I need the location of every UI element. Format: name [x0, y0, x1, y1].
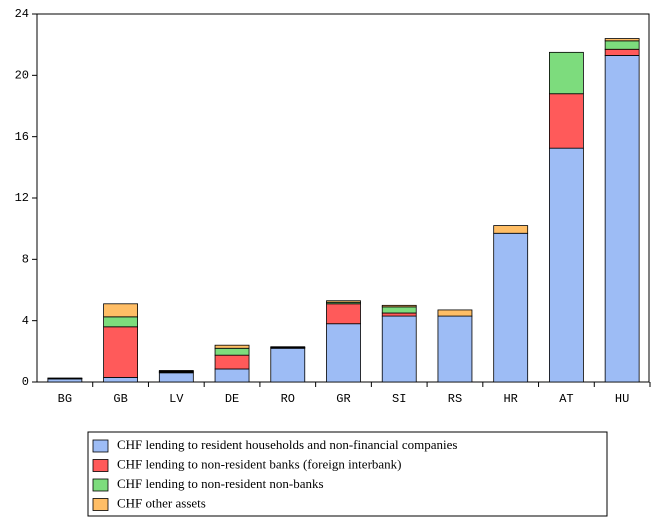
y-tick-label: 4: [22, 314, 29, 328]
bar-segment: [604, 38, 640, 42]
x-tick-label: HR: [503, 392, 517, 406]
bar-segment: [270, 347, 306, 383]
bar-segment: [214, 344, 250, 349]
y-tick-label: 8: [22, 253, 29, 267]
bar-segment: [326, 303, 361, 325]
bar-segment: [158, 372, 194, 383]
y-tick-label: 24: [15, 7, 29, 21]
bar-segment: [158, 370, 194, 372]
bar-segment: [604, 55, 640, 383]
legend-swatch: [92, 439, 109, 453]
bar-segment: [214, 368, 250, 383]
bar-segment: [493, 232, 529, 383]
bar-segment: [549, 51, 584, 95]
bar-segment: [381, 315, 417, 383]
bar-segment: [493, 225, 529, 234]
legend-label: CHF lending to non-resident non-banks: [117, 476, 324, 491]
legend-label: CHF lending to non-resident banks (forei…: [117, 456, 402, 471]
x-tick-label: HU: [615, 392, 629, 406]
bar-segment: [604, 40, 640, 50]
x-tick-label: BG: [58, 392, 72, 406]
bar-segment: [381, 304, 417, 308]
bar-segment: [326, 300, 361, 303]
bar-segment: [437, 315, 473, 383]
legend-swatch: [92, 459, 109, 472]
x-tick-label: GB: [113, 392, 127, 406]
x-tick-label: DE: [225, 392, 239, 406]
bar-segment: [437, 309, 473, 317]
bar-segment: [270, 346, 306, 348]
legend-box: [87, 431, 608, 517]
y-tick-label: 20: [15, 69, 29, 83]
x-tick-label: AT: [559, 392, 573, 406]
legend-swatch: [92, 478, 109, 492]
bar-segment: [549, 147, 584, 383]
bar-segment: [549, 93, 584, 149]
x-tick-label: SI: [392, 392, 406, 406]
x-tick-label: GR: [336, 392, 350, 406]
bar-segment: [381, 306, 417, 314]
bar-segment: [326, 323, 361, 383]
y-tick-label: 12: [15, 191, 29, 205]
bar-segment: [47, 378, 83, 383]
x-tick-label: RO: [281, 392, 295, 406]
x-tick-label: RS: [448, 392, 462, 406]
legend-label: CHF lending to resident households and n…: [117, 437, 457, 452]
bar-segment: [381, 312, 417, 317]
bar-segment: [604, 48, 640, 56]
bar-segment: [214, 347, 250, 356]
legend-swatch: [92, 498, 109, 511]
y-tick-label: 16: [15, 130, 29, 144]
y-tick-label: 0: [22, 375, 29, 389]
x-tick-label: LV: [169, 392, 184, 406]
bar-segment: [103, 376, 138, 383]
bar-segment: [103, 303, 138, 318]
legend-label: CHF other assets: [117, 495, 206, 510]
bar-segment: [103, 326, 138, 378]
bar-segment: [103, 316, 138, 328]
bar-segment: [214, 354, 250, 370]
